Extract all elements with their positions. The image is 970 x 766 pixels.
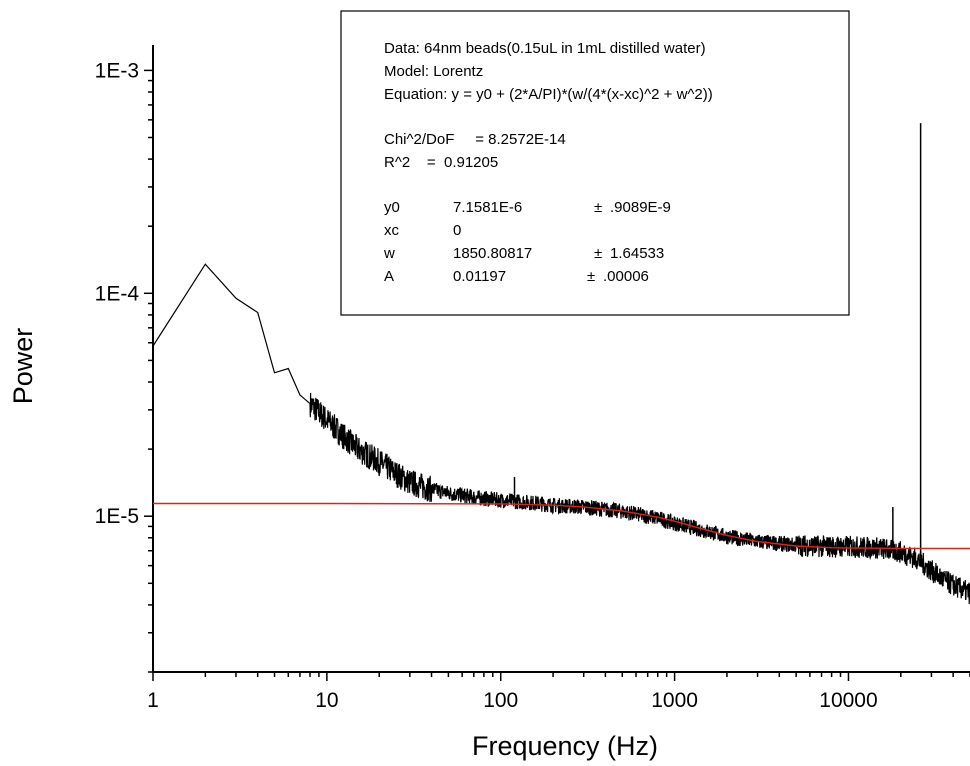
y-tick-label: 1E-3: [95, 59, 139, 82]
param-error: 1.64533: [610, 245, 664, 262]
info-line-data: Data: 64nm beads(0.15uL in 1mL distilled…: [384, 40, 706, 57]
param-value: 7.1581E-6: [453, 199, 522, 216]
axes: [152, 45, 970, 673]
y-tick-label: 1E-5: [95, 505, 139, 528]
x-axis-label: Frequency (Hz): [472, 731, 658, 761]
axis-ticks: 1 10 100 1000 10000 1E-5 1E-4 1E-3: [95, 59, 970, 712]
fit-info-box: Data: 64nm beads(0.15uL in 1mL distilled…: [340, 10, 850, 316]
info-line-model: Model: Lorentz: [384, 63, 483, 80]
param-pm: ±: [587, 268, 595, 285]
info-line-equation: Equation: y = y0 + (2*A/PI)*(w/(4*(x-xc)…: [384, 86, 713, 103]
param-name: w: [383, 245, 395, 262]
lorentz-fit-line: [153, 502, 970, 550]
param-name: xc: [384, 222, 400, 239]
param-name: y0: [384, 199, 400, 216]
x-tick-label: 1: [147, 689, 159, 712]
fit-info-frame: [340, 10, 850, 316]
x-tick-label: 10: [315, 689, 338, 712]
param-value: 0.01197: [453, 268, 506, 285]
info-line-r2: R^2 = 0.91205: [384, 154, 498, 171]
x-tick-label: 100: [483, 689, 518, 712]
param-pm: ±: [594, 245, 602, 262]
y-axis-label: Power: [8, 328, 38, 405]
param-value: 0: [453, 222, 461, 239]
param-error: .9089E-9: [610, 199, 671, 216]
param-error: .00006: [603, 268, 649, 285]
param-name: A: [384, 268, 394, 285]
y-tick-label: 1E-4: [95, 282, 140, 305]
param-pm: ±: [594, 199, 602, 216]
param-value: 1850.80817: [453, 245, 532, 262]
info-line-chi: Chi^2/DoF = 8.2572E-14: [384, 131, 566, 148]
series-layer: [152, 123, 970, 605]
x-tick-label: 10000: [819, 689, 877, 712]
x-tick-label: 1000: [651, 689, 698, 712]
